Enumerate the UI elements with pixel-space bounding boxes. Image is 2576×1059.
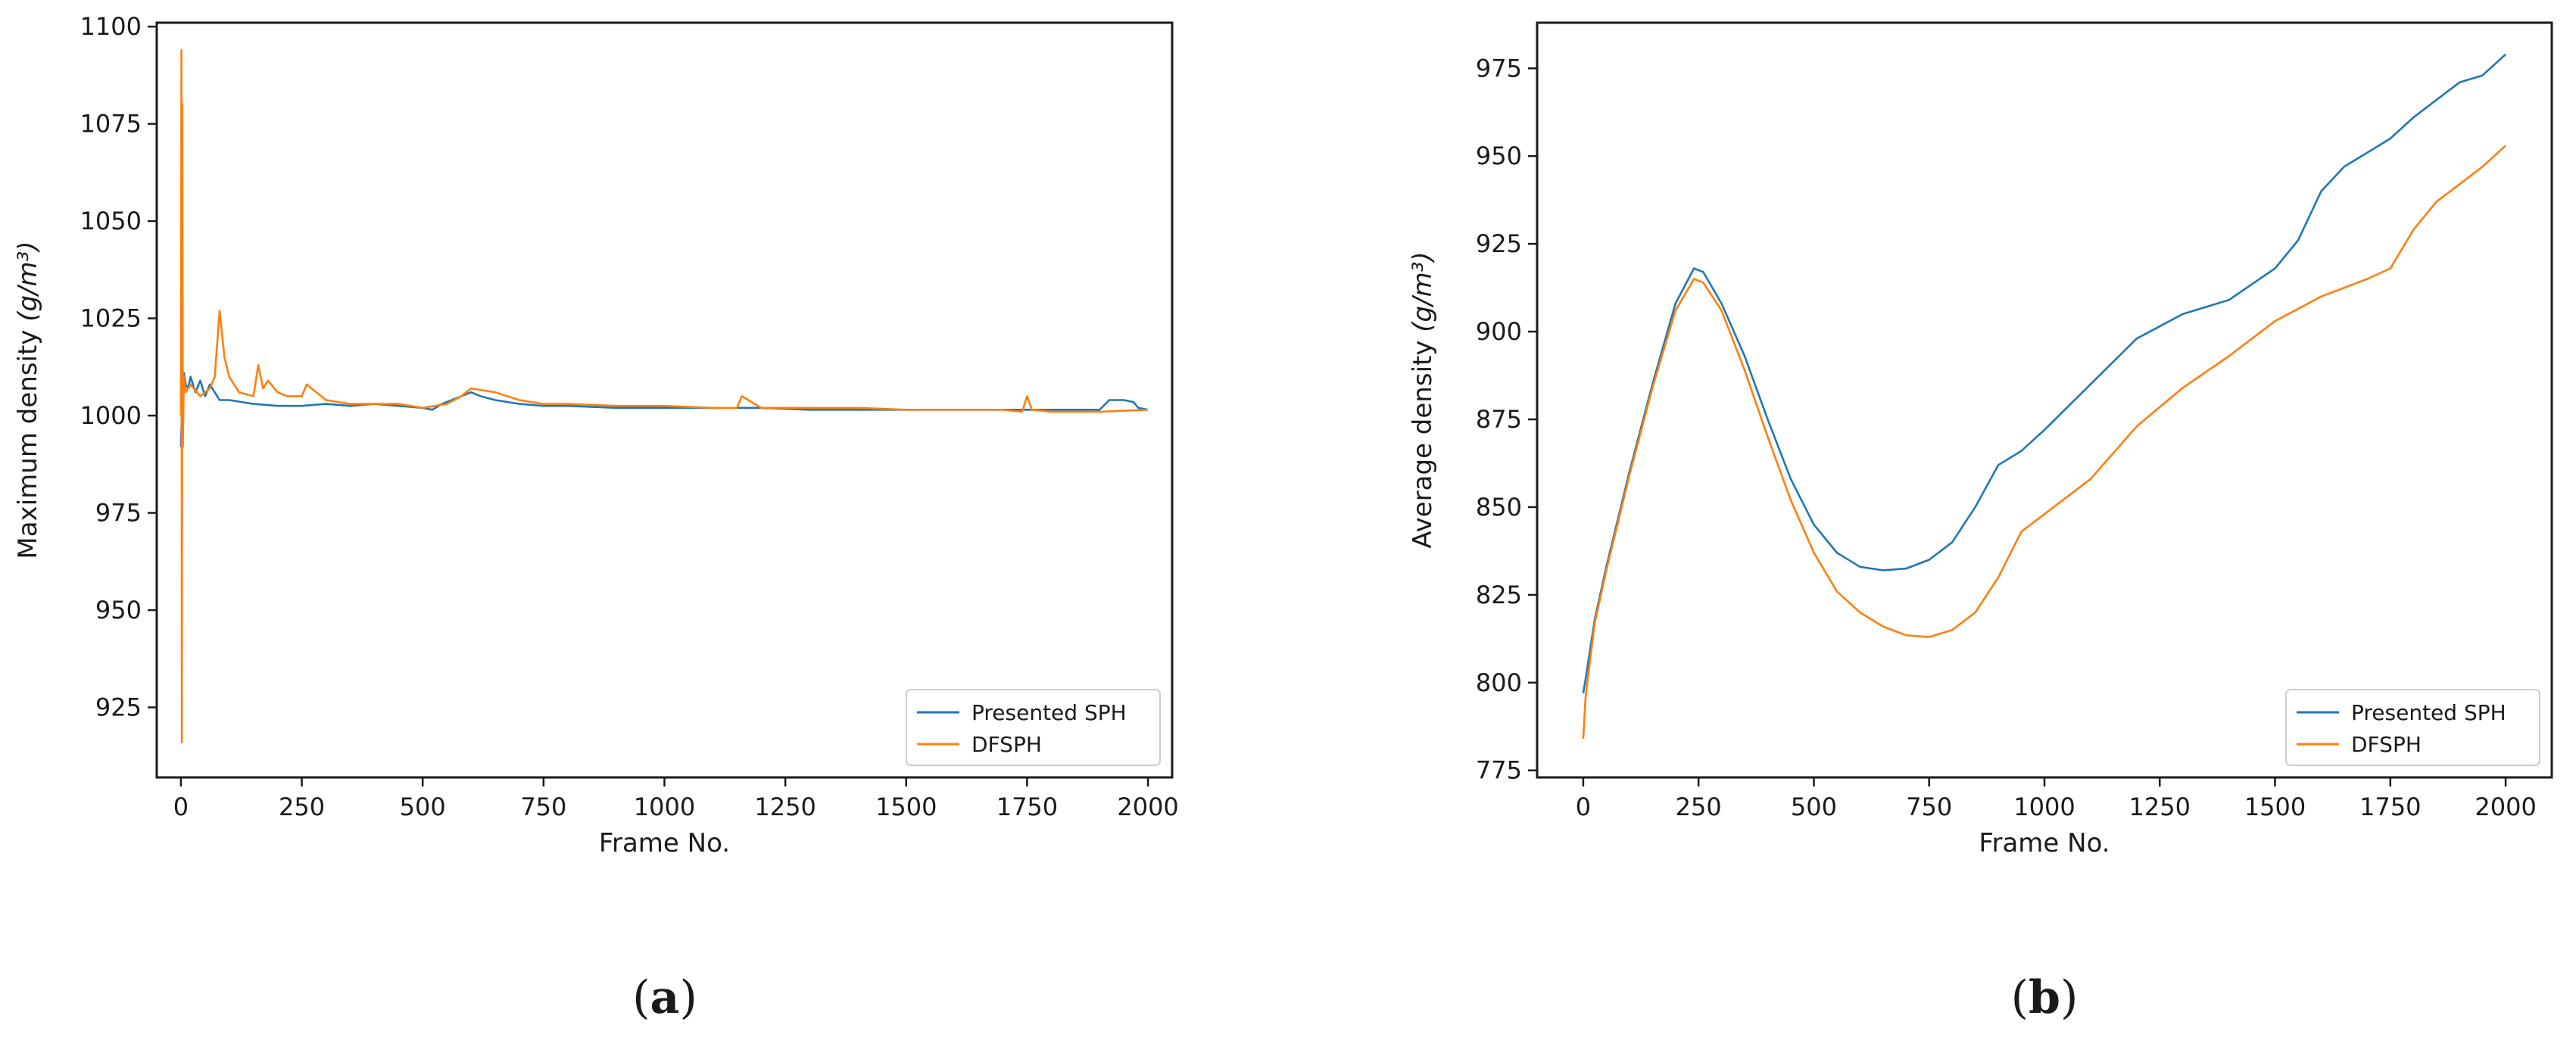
- y-tick-label: 925: [1476, 229, 1522, 258]
- y-tick-label: 975: [1476, 54, 1522, 83]
- y-tick-label: 775: [1476, 756, 1522, 785]
- x-tick-label: 750: [1906, 793, 1952, 821]
- y-tick-label: 900: [1476, 317, 1522, 346]
- y-axis-label-text: Maximum density: [13, 322, 43, 559]
- panel-label-paren-open: (: [632, 971, 650, 1024]
- series-line-presented-sph: [1582, 53, 2506, 693]
- y-tick-label: 1025: [80, 304, 142, 333]
- y-tick-label: 975: [95, 499, 142, 528]
- y-tick-label: 850: [1476, 493, 1522, 522]
- x-tick-label: 1250: [2129, 793, 2191, 821]
- x-tick-label: 500: [400, 793, 446, 821]
- y-axis-label-unit: (g/m³): [1408, 251, 1438, 332]
- plot-frame: [155, 21, 1174, 779]
- panel-label-letter: b: [2029, 971, 2060, 1024]
- y-tick-label: 950: [95, 596, 142, 624]
- panel-label-letter: a: [650, 971, 680, 1024]
- chart-panel-a: 0 250 500 750 1000 1250 1500 1750 2000 925 950 975 1…: [13, 12, 1179, 1024]
- x-tick-label: 750: [520, 793, 566, 821]
- panel-label-a: (a): [632, 971, 697, 1024]
- x-tick-label: 250: [1676, 793, 1722, 821]
- x-tick-label: 1250: [754, 793, 816, 821]
- x-tick-label: 1000: [2013, 793, 2075, 821]
- x-tick-label: 250: [279, 793, 325, 821]
- panel-label-b: (b): [2011, 971, 2079, 1024]
- y-axis-label-unit: (g/m³): [13, 241, 43, 321]
- y-tick-label: 950: [1476, 142, 1522, 170]
- legend-label-dfsph: DFSPH: [971, 732, 1042, 757]
- x-tick-label: 1000: [634, 793, 695, 821]
- legend-label-presented-sph: Presented SPH: [971, 700, 1127, 725]
- x-tick-label: 2000: [2475, 793, 2536, 821]
- legend-box: [2285, 689, 2540, 766]
- legend-label-dfsph: DFSPH: [2351, 732, 2422, 757]
- chart-panel-b: 0 250 500 750 1000 1250 1500 1750 2000 775 800 825 8…: [1408, 21, 2553, 1024]
- y-tick-label: 1000: [80, 401, 142, 430]
- x-tick-label: 0: [1576, 793, 1591, 821]
- y-tick-label: 1050: [80, 207, 142, 235]
- y-axis-label-text: Average density: [1408, 332, 1438, 549]
- plot-frame: [1536, 21, 2553, 779]
- y-tick-label: 925: [95, 693, 142, 721]
- x-tick-label: 500: [1791, 793, 1837, 821]
- y-tick-label: 1100: [80, 12, 142, 41]
- series-line-dfsph: [1582, 145, 2506, 740]
- x-tick-label: 1500: [875, 793, 937, 821]
- x-tick-label: 1750: [2359, 793, 2421, 821]
- panel-label-paren-close: ): [2060, 971, 2078, 1024]
- y-axis-label: Average density (g/m³): [1408, 251, 1438, 548]
- y-axis-label: Maximum density (g/m³): [13, 241, 43, 559]
- y-tick-label: 875: [1476, 405, 1522, 434]
- panel-label-paren-open: (: [2011, 971, 2029, 1024]
- panel-label-paren-close: ): [679, 971, 697, 1024]
- x-tick-label: 1750: [996, 793, 1058, 821]
- x-tick-label: 1500: [2244, 793, 2306, 821]
- y-tick-label: 800: [1476, 668, 1522, 697]
- x-tick-label: 0: [173, 793, 189, 821]
- legend: Presented SPH DFSPH: [906, 689, 1161, 766]
- legend: Presented SPH DFSPH: [2285, 689, 2540, 766]
- x-axis-label: Frame No.: [1979, 828, 2110, 858]
- y-tick-label: 1075: [80, 110, 142, 139]
- series-line-dfsph: [179, 48, 1149, 743]
- y-tick-label: 825: [1476, 581, 1522, 609]
- x-tick-label: 2000: [1117, 793, 1178, 821]
- legend-label-presented-sph: Presented SPH: [2351, 700, 2506, 725]
- x-axis-label: Frame No.: [599, 828, 730, 858]
- legend-box: [906, 689, 1161, 766]
